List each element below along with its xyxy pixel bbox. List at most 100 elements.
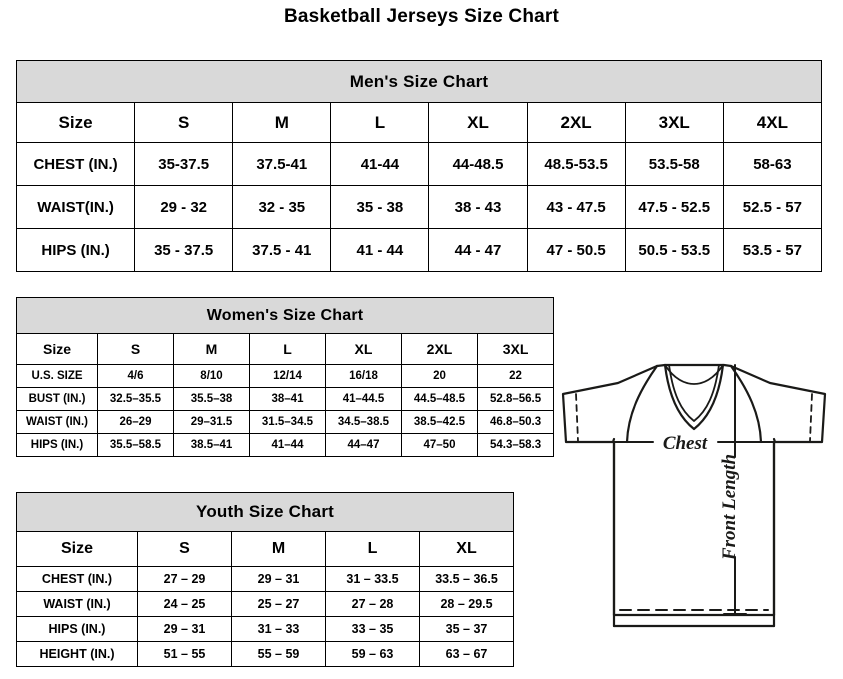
mens-chest-4xl: 58-63 xyxy=(722,142,823,186)
table-row: WAIST (IN.) 24 – 25 25 – 27 27 – 28 28 –… xyxy=(16,591,515,617)
womens-row-label-waist: WAIST (IN.) xyxy=(16,410,98,434)
womens-waist-s: 26–29 xyxy=(97,410,174,434)
mens-waist-m: 32 - 35 xyxy=(232,185,332,229)
youth-hips-l: 33 – 35 xyxy=(325,616,420,642)
womens-ussize-3xl: 22 xyxy=(476,364,555,388)
mens-chest-2xl: 48.5-53.5 xyxy=(526,142,626,186)
mens-waist-l: 35 - 38 xyxy=(330,185,430,229)
mens-col-header-4xl: 4XL xyxy=(722,102,823,143)
mens-hips-l: 41 - 44 xyxy=(330,228,430,272)
womens-bust-l: 38–41 xyxy=(249,387,326,411)
womens-row-label-hips: HIPS (IN.) xyxy=(16,433,98,457)
womens-bust-xl: 41–44.5 xyxy=(325,387,402,411)
womens-size-chart: Women's Size Chart Size S M L XL 2XL 3XL… xyxy=(15,297,555,457)
mens-waist-2xl: 43 - 47.5 xyxy=(526,185,626,229)
youth-col-header-size: Size xyxy=(16,531,138,567)
table-row: U.S. SIZE 4/6 8/10 12/14 16/18 20 22 xyxy=(16,364,555,388)
table-row: HEIGHT (IN.) 51 – 55 55 – 59 59 – 63 63 … xyxy=(16,641,515,667)
womens-ussize-m: 8/10 xyxy=(173,364,250,388)
youth-chart-banner: Youth Size Chart xyxy=(15,492,515,532)
youth-height-m: 55 – 59 xyxy=(231,641,326,667)
womens-ussize-s: 4/6 xyxy=(97,364,174,388)
womens-bust-m: 35.5–38 xyxy=(173,387,250,411)
youth-chest-m: 29 – 31 xyxy=(231,566,326,592)
mens-col-header-size: Size xyxy=(15,102,136,143)
mens-waist-xl: 38 - 43 xyxy=(428,185,528,229)
womens-col-header-3xl: 3XL xyxy=(476,333,555,365)
womens-header-row: Size S M L XL 2XL 3XL xyxy=(16,333,555,365)
jersey-measurement-diagram: Chest Front Length xyxy=(528,352,843,652)
youth-chest-l: 31 – 33.5 xyxy=(325,566,420,592)
womens-hips-3xl: 54.3–58.3 xyxy=(476,433,555,457)
mens-size-chart: Men's Size Chart Size S M L XL 2XL 3XL 4… xyxy=(15,60,823,272)
youth-hips-s: 29 – 31 xyxy=(137,616,232,642)
womens-col-header-2xl: 2XL xyxy=(401,333,478,365)
mens-chart-banner: Men's Size Chart xyxy=(16,60,822,103)
table-row: CHEST (IN.) 27 – 29 29 – 31 31 – 33.5 33… xyxy=(16,566,515,592)
womens-waist-m: 29–31.5 xyxy=(173,410,250,434)
mens-row-label-hips: HIPS (IN.) xyxy=(15,228,136,272)
front-length-measure-label: Front Length xyxy=(719,454,740,561)
mens-hips-xl: 44 - 47 xyxy=(428,228,528,272)
womens-col-header-m: M xyxy=(173,333,250,365)
womens-bust-s: 32.5–35.5 xyxy=(97,387,174,411)
mens-waist-4xl: 52.5 - 57 xyxy=(722,185,823,229)
youth-row-label-height: HEIGHT (IN.) xyxy=(16,641,138,667)
youth-col-header-xl: XL xyxy=(418,531,515,567)
mens-row-label-waist: WAIST(IN.) xyxy=(15,185,136,229)
mens-col-header-l: L xyxy=(330,102,430,143)
table-row: WAIST (IN.) 26–29 29–31.5 31.5–34.5 34.5… xyxy=(16,410,555,434)
youth-row-label-waist: WAIST (IN.) xyxy=(16,591,138,617)
womens-hips-m: 38.5–41 xyxy=(173,433,250,457)
youth-waist-l: 27 – 28 xyxy=(325,591,420,617)
mens-chest-m: 37.5-41 xyxy=(232,142,332,186)
womens-hips-xl: 44–47 xyxy=(325,433,402,457)
mens-col-header-2xl: 2XL xyxy=(526,102,626,143)
mens-waist-s: 29 - 32 xyxy=(134,185,234,229)
youth-waist-xl: 28 – 29.5 xyxy=(418,591,515,617)
mens-col-header-s: S xyxy=(134,102,234,143)
womens-chart-banner: Women's Size Chart xyxy=(15,297,555,334)
womens-bust-3xl: 52.8–56.5 xyxy=(476,387,555,411)
mens-chest-s: 35-37.5 xyxy=(134,142,234,186)
womens-row-label-bust: BUST (IN.) xyxy=(16,387,98,411)
mens-waist-3xl: 47.5 - 52.5 xyxy=(624,185,724,229)
mens-chest-l: 41-44 xyxy=(330,142,430,186)
womens-ussize-xl: 16/18 xyxy=(325,364,402,388)
womens-ussize-l: 12/14 xyxy=(249,364,326,388)
womens-waist-2xl: 38.5–42.5 xyxy=(401,410,478,434)
mens-col-header-3xl: 3XL xyxy=(624,102,724,143)
womens-col-header-l: L xyxy=(249,333,326,365)
mens-col-header-m: M xyxy=(232,102,332,143)
mens-hips-m: 37.5 - 41 xyxy=(232,228,332,272)
chest-measure-label: Chest xyxy=(663,433,708,454)
womens-ussize-2xl: 20 xyxy=(401,364,478,388)
mens-col-header-xl: XL xyxy=(428,102,528,143)
womens-waist-xl: 34.5–38.5 xyxy=(325,410,402,434)
womens-row-label-us-size: U.S. SIZE xyxy=(16,364,98,388)
youth-waist-m: 25 – 27 xyxy=(231,591,326,617)
mens-hips-s: 35 - 37.5 xyxy=(134,228,234,272)
mens-chest-xl: 44-48.5 xyxy=(428,142,528,186)
youth-height-l: 59 – 63 xyxy=(325,641,420,667)
table-row: CHEST (IN.) 35-37.5 37.5-41 41-44 44-48.… xyxy=(15,142,823,186)
youth-col-header-s: S xyxy=(137,531,232,567)
youth-chest-s: 27 – 29 xyxy=(137,566,232,592)
youth-chest-xl: 33.5 – 36.5 xyxy=(418,566,515,592)
youth-hips-m: 31 – 33 xyxy=(231,616,326,642)
womens-hips-s: 35.5–58.5 xyxy=(97,433,174,457)
mens-header-row: Size S M L XL 2XL 3XL 4XL xyxy=(15,102,823,143)
table-row: HIPS (IN.) 35 - 37.5 37.5 - 41 41 - 44 4… xyxy=(15,228,823,272)
youth-header-row: Size S M L XL xyxy=(16,531,515,567)
womens-bust-2xl: 44.5–48.5 xyxy=(401,387,478,411)
table-row: WAIST(IN.) 29 - 32 32 - 35 35 - 38 38 - … xyxy=(15,185,823,229)
table-row: BUST (IN.) 32.5–35.5 35.5–38 38–41 41–44… xyxy=(16,387,555,411)
page-title: Basketball Jerseys Size Chart xyxy=(283,6,560,27)
womens-col-header-xl: XL xyxy=(325,333,402,365)
youth-col-header-l: L xyxy=(325,531,420,567)
mens-hips-4xl: 53.5 - 57 xyxy=(722,228,823,272)
table-row: HIPS (IN.) 29 – 31 31 – 33 33 – 35 35 – … xyxy=(16,616,515,642)
womens-col-header-size: Size xyxy=(16,333,98,365)
mens-hips-2xl: 47 - 50.5 xyxy=(526,228,626,272)
youth-row-label-chest: CHEST (IN.) xyxy=(16,566,138,592)
